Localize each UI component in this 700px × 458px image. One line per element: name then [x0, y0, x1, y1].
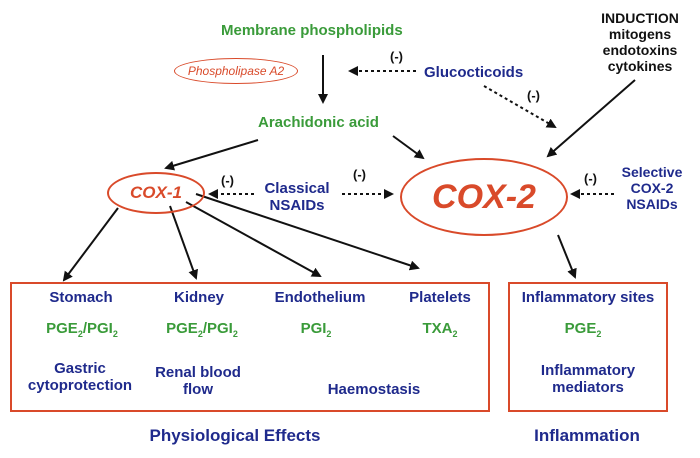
inhibit-sign-classical-cox2: (-) — [353, 167, 366, 182]
inhibit-glucocorticoids-to-cox2 — [483, 85, 557, 129]
inflammatory-line: Inflammatory — [540, 362, 636, 379]
inflammatory-mediators-label: Inflammatory mediators — [541, 362, 635, 397]
cox2-oval: COX-2 — [400, 158, 568, 236]
renal-blood-line: Renal blood — [155, 364, 241, 381]
cox2-line: COX-2 — [630, 180, 674, 197]
inflammation-box — [508, 282, 668, 412]
phospholipase-a2-label: Phospholipase A2 — [187, 64, 285, 78]
induction-block: INDUCTION mitogens endotoxins cytokines — [601, 10, 679, 74]
endothelium-mediator: PGI2 — [300, 320, 332, 339]
nsaids-line: NSAIDs — [269, 197, 325, 215]
inhibit-sign-classical-cox1: (-) — [221, 173, 234, 188]
inflammation-caption: Inflammation — [534, 426, 640, 445]
haemostasis-label: Haemostasis — [327, 381, 421, 398]
induction-mitogens: mitogens — [608, 26, 672, 43]
induction-endotoxins: endotoxins — [602, 42, 678, 59]
arrow-arachidonic-to-cox2 — [392, 135, 425, 160]
cox1-label: COX-1 — [130, 183, 182, 202]
arrow-cox1-to-stomach — [62, 207, 119, 282]
inhibit-sign-pla2: (-) — [390, 49, 403, 64]
physiological-effects-box — [10, 282, 490, 412]
glucocorticoids-label: Glucocticoids — [424, 64, 524, 81]
phospholipase-a2-oval: Phospholipase A2 — [174, 58, 298, 84]
arrow-cox1-to-platelets — [195, 193, 420, 271]
mediators-line: mediators — [552, 379, 624, 397]
platelets-label: Platelets — [409, 289, 471, 306]
cox2-label: COX-2 — [432, 177, 536, 216]
induction-title: INDUCTION — [601, 10, 679, 26]
membrane-phospholipids-label: Membrane phospholipids — [221, 22, 403, 39]
cox1-oval: COX-1 — [107, 172, 205, 214]
inflammatory-sites-label: Inflammatory sites — [521, 289, 655, 306]
classical-line: Classical — [264, 180, 330, 197]
selective-nsaids-line: NSAIDs — [626, 196, 678, 213]
gastric-cytoprotection-label: Gastric cytoprotection — [28, 360, 132, 395]
inhibit-sign-selective: (-) — [584, 171, 597, 186]
selective-cox2-nsaids-label: Selective COX-2 NSAIDs — [622, 164, 683, 212]
stomach-mediator: PGE2/PGI2 — [46, 320, 118, 339]
inflammation-mediator: PGE2 — [564, 320, 602, 339]
renal-blood-flow-label: Renal blood flow — [155, 364, 241, 399]
arrow-arachidonic-to-cox1 — [164, 139, 259, 171]
stomach-label: Stomach — [49, 289, 113, 306]
endothelium-label: Endothelium — [274, 289, 366, 306]
selective-line: Selective — [621, 164, 683, 180]
physiological-effects-caption: Physiological Effects — [149, 426, 321, 445]
arrow-cox1-to-endothelium — [185, 201, 322, 277]
arrow-cox2-to-inflammation — [557, 234, 577, 279]
gastric-line: Gastric — [54, 360, 106, 377]
cytoprotection-line: cytoprotection — [27, 377, 133, 395]
induction-cytokines: cytokines — [607, 58, 673, 75]
arrow-induction-to-cox2 — [546, 79, 636, 158]
arachidonic-acid-label: Arachidonic acid — [258, 114, 379, 131]
platelets-mediator: TXA2 — [422, 320, 458, 339]
arrow-cox1-to-kidney — [169, 205, 198, 280]
inhibit-sign-gluco-cox2: (-) — [527, 88, 540, 103]
classical-nsaids-label: Classical NSAIDs — [264, 180, 329, 215]
kidney-label: Kidney — [173, 289, 225, 306]
kidney-mediator: PGE2/PGI2 — [166, 320, 238, 339]
flow-line: flow — [183, 381, 213, 399]
